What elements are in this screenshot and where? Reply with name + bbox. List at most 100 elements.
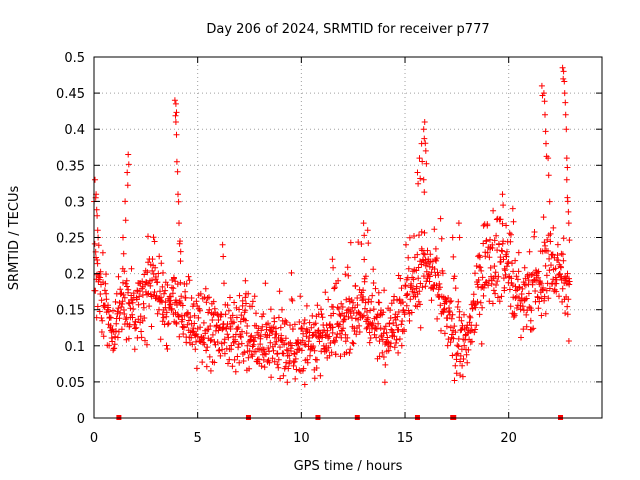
data-point xyxy=(479,304,486,311)
data-point xyxy=(304,359,311,366)
data-point xyxy=(380,330,387,337)
data-point xyxy=(299,337,306,344)
data-point xyxy=(452,362,459,369)
data-point xyxy=(390,329,397,336)
data-point xyxy=(177,238,183,245)
data-point xyxy=(376,338,383,345)
data-point xyxy=(421,229,428,236)
data-point xyxy=(261,364,268,371)
data-point xyxy=(145,259,152,266)
data-point xyxy=(181,324,187,331)
data-point xyxy=(530,325,537,332)
data-point xyxy=(197,290,204,297)
data-point xyxy=(455,220,462,227)
data-point xyxy=(203,363,210,370)
data-point xyxy=(478,340,485,347)
y-tick-label: 0.05 xyxy=(56,376,85,391)
data-point xyxy=(159,283,166,290)
data-point xyxy=(486,298,493,305)
data-point xyxy=(202,285,209,292)
data-point xyxy=(339,304,346,310)
data-point xyxy=(97,291,104,297)
data-point xyxy=(504,248,510,255)
data-point xyxy=(301,320,307,327)
data-point xyxy=(439,270,446,277)
data-point xyxy=(362,273,369,280)
data-point xyxy=(172,278,179,285)
data-point xyxy=(168,305,175,312)
data-point xyxy=(269,355,276,362)
data-point xyxy=(220,253,227,260)
data-point xyxy=(451,273,458,280)
data-point xyxy=(172,100,179,107)
data-point xyxy=(192,346,199,353)
data-point xyxy=(251,293,258,300)
data-point xyxy=(158,260,165,267)
data-point xyxy=(561,90,568,97)
data-point xyxy=(197,307,203,314)
data-point xyxy=(259,323,266,330)
data-point xyxy=(103,296,110,303)
data-point xyxy=(456,314,463,321)
data-point xyxy=(114,310,121,317)
data-point xyxy=(476,254,483,261)
data-point xyxy=(144,269,151,276)
data-point xyxy=(406,317,413,324)
data-point xyxy=(316,338,323,345)
data-point xyxy=(230,319,237,326)
data-point xyxy=(547,230,554,237)
data-point xyxy=(519,303,526,310)
data-point xyxy=(267,306,274,313)
data-point xyxy=(566,278,573,285)
data-point xyxy=(225,334,232,341)
data-point xyxy=(145,233,151,240)
data-point xyxy=(512,257,519,264)
data-point xyxy=(543,287,550,294)
data-point xyxy=(156,253,163,260)
data-point xyxy=(513,305,520,311)
data-point xyxy=(197,324,204,331)
data-point xyxy=(157,336,164,343)
data-point xyxy=(464,359,471,366)
data-point xyxy=(292,355,299,362)
y-tick-label: 0 xyxy=(77,412,85,427)
data-point xyxy=(478,267,485,274)
data-point xyxy=(411,233,417,239)
data-point xyxy=(499,191,506,198)
data-point xyxy=(313,365,320,371)
data-point xyxy=(534,294,541,301)
data-point xyxy=(383,329,390,336)
data-point xyxy=(558,250,565,257)
data-point xyxy=(245,354,252,361)
data-point xyxy=(426,273,433,280)
x-tick-label: 5 xyxy=(194,431,202,446)
data-point xyxy=(227,294,233,301)
data-point xyxy=(257,333,264,340)
data-point xyxy=(275,356,282,363)
x-tick-label: 15 xyxy=(397,431,414,446)
data-point xyxy=(409,288,416,295)
data-point xyxy=(151,289,158,295)
data-point xyxy=(127,305,134,312)
data-point xyxy=(418,228,425,235)
data-point xyxy=(560,235,567,242)
data-point xyxy=(121,268,128,275)
data-point xyxy=(422,147,429,154)
data-point xyxy=(459,362,466,369)
data-point xyxy=(435,272,442,279)
data-point xyxy=(279,306,285,313)
data-point xyxy=(457,358,464,365)
data-point xyxy=(231,356,238,363)
data-point xyxy=(349,339,356,346)
data-point xyxy=(325,344,332,351)
data-point xyxy=(451,377,458,384)
y-tick-label: 0.1 xyxy=(64,340,85,355)
data-point xyxy=(560,68,567,75)
data-point xyxy=(493,232,500,239)
data-point xyxy=(554,241,561,248)
data-point xyxy=(545,155,552,162)
data-point xyxy=(287,322,293,329)
data-point xyxy=(525,290,532,297)
data-point xyxy=(327,321,333,328)
data-point xyxy=(170,285,177,292)
